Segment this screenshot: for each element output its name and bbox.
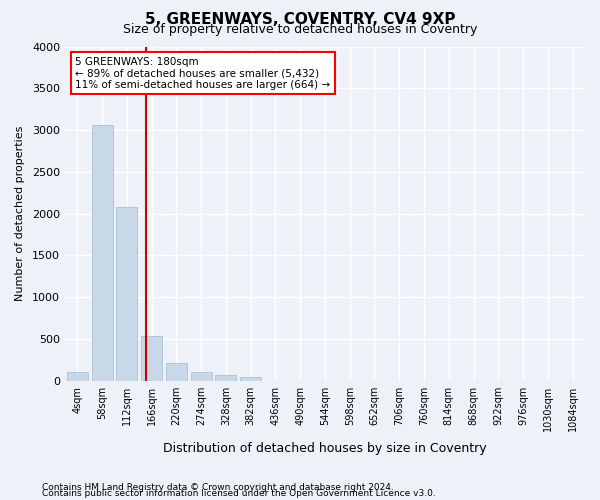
Y-axis label: Number of detached properties: Number of detached properties	[15, 126, 25, 302]
Bar	[67, 372, 88, 381]
Bar	[215, 375, 236, 381]
Text: 5, GREENWAYS, COVENTRY, CV4 9XP: 5, GREENWAYS, COVENTRY, CV4 9XP	[145, 12, 455, 28]
Bar	[240, 376, 261, 381]
Bar	[116, 207, 137, 381]
Text: Size of property relative to detached houses in Coventry: Size of property relative to detached ho…	[123, 22, 477, 36]
Text: 5 GREENWAYS: 180sqm
← 89% of detached houses are smaller (5,432)
11% of semi-det: 5 GREENWAYS: 180sqm ← 89% of detached ho…	[76, 56, 331, 90]
Text: Contains HM Land Registry data © Crown copyright and database right 2024.: Contains HM Land Registry data © Crown c…	[42, 484, 394, 492]
Bar	[166, 363, 187, 381]
Bar	[92, 125, 113, 381]
X-axis label: Distribution of detached houses by size in Coventry: Distribution of detached houses by size …	[163, 442, 487, 455]
Bar	[191, 372, 212, 381]
Bar	[141, 336, 162, 381]
Text: Contains public sector information licensed under the Open Government Licence v3: Contains public sector information licen…	[42, 490, 436, 498]
